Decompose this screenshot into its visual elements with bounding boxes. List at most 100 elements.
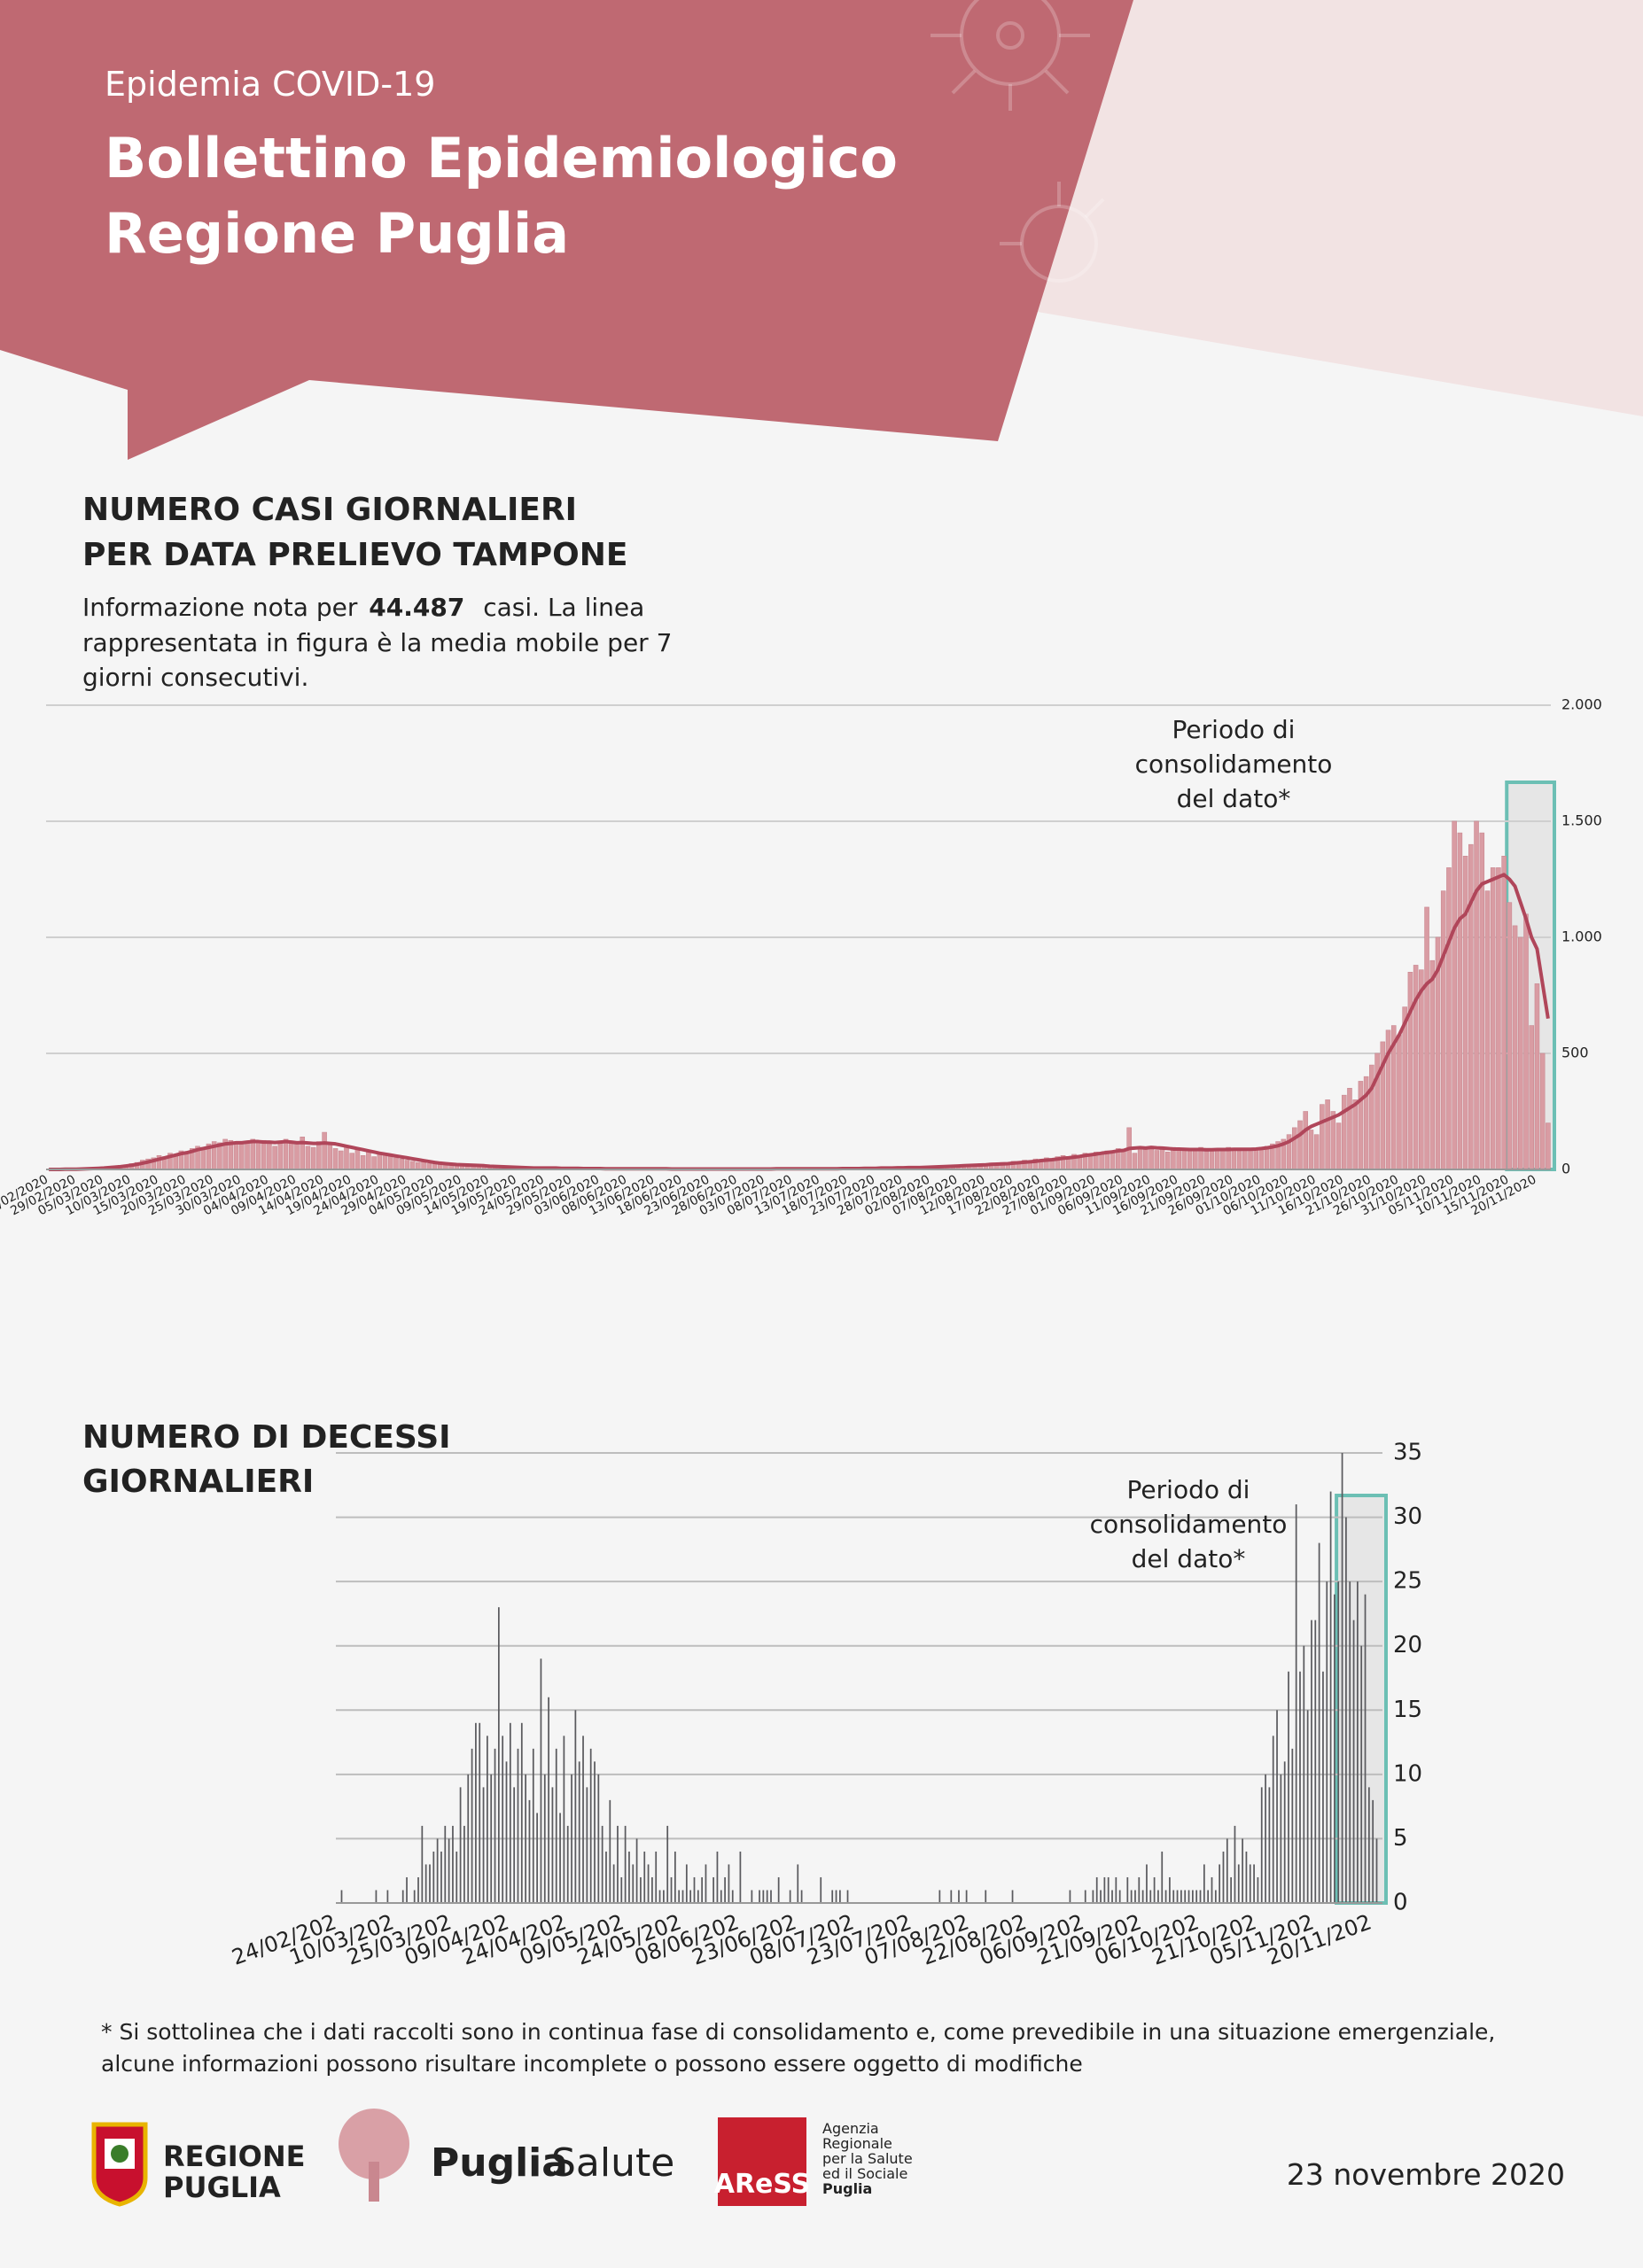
bar <box>1364 1594 1367 1903</box>
logo-text: Regionale <box>822 2135 892 2152</box>
bar <box>985 1890 987 1903</box>
bar <box>517 1748 519 1903</box>
bar <box>1169 1876 1171 1903</box>
bar <box>1303 1111 1309 1170</box>
logo-text: REGIONE <box>163 2140 306 2173</box>
bar <box>310 1146 316 1170</box>
bar <box>605 1851 607 1903</box>
bar <box>1322 1671 1324 1903</box>
y-tick-label: 0 <box>1561 1161 1570 1177</box>
bar <box>505 1761 508 1903</box>
bar <box>467 1774 470 1903</box>
bar <box>288 1141 294 1170</box>
bar <box>1258 1146 1265 1170</box>
bar <box>1154 1150 1160 1170</box>
bar <box>1164 1152 1171 1170</box>
bar <box>1126 1876 1129 1903</box>
bar <box>1341 1094 1347 1170</box>
bar <box>440 1851 442 1903</box>
bar <box>387 1154 393 1170</box>
bar <box>938 1890 941 1903</box>
bar <box>1330 1111 1336 1170</box>
bar <box>643 1851 646 1903</box>
bar <box>316 1141 322 1170</box>
bar <box>393 1157 399 1170</box>
bar <box>1295 1504 1297 1903</box>
bar <box>1424 906 1429 1170</box>
bar <box>1337 1581 1340 1903</box>
bar <box>399 1158 404 1170</box>
bar <box>1496 867 1501 1170</box>
bar <box>267 1143 272 1170</box>
bar <box>701 1876 703 1903</box>
bar <box>1095 1876 1098 1903</box>
bar <box>693 1876 696 1903</box>
chart-title: NUMERO DI DECESSI <box>82 1419 451 1456</box>
bar <box>548 1697 549 1903</box>
bar <box>340 1890 343 1903</box>
bar <box>1159 1148 1165 1170</box>
bar <box>1462 855 1468 1170</box>
bar <box>1349 1581 1351 1903</box>
bar <box>1138 1876 1141 1903</box>
y-tick-label: 2.000 <box>1561 696 1602 713</box>
bar <box>574 1710 577 1903</box>
bar <box>1297 1120 1303 1170</box>
bar <box>1130 1890 1133 1903</box>
bar <box>1288 1671 1289 1903</box>
bar <box>1272 1736 1274 1903</box>
bar <box>578 1761 580 1903</box>
bar <box>344 1146 349 1170</box>
bar <box>555 1748 557 1903</box>
footnote: * Si sottolinea che i dati raccolti sono… <box>101 2019 1495 2045</box>
bar <box>1118 1890 1121 1903</box>
bar <box>1402 1006 1407 1170</box>
bar <box>731 1890 734 1903</box>
annotation: consolidamento <box>1090 1510 1288 1539</box>
bar <box>1280 1774 1282 1903</box>
bar <box>1311 1619 1312 1903</box>
bar <box>436 1838 439 1903</box>
y-tick-label: 25 <box>1393 1568 1422 1595</box>
bar <box>1220 1150 1226 1170</box>
bar <box>1314 1619 1317 1903</box>
description: Informazione nota per 44.487 casi. La li… <box>82 593 644 622</box>
bar <box>1429 959 1436 1170</box>
bar <box>1490 867 1496 1170</box>
bar <box>1222 1851 1225 1903</box>
bar <box>820 1876 822 1903</box>
bar <box>322 1131 327 1170</box>
bar <box>685 1864 688 1903</box>
bar <box>490 1774 493 1903</box>
logo-aress: AReSS Agenzia Regionale per la Salute ed… <box>714 2117 913 2206</box>
bar <box>416 1161 421 1170</box>
bar <box>762 1890 765 1903</box>
bar <box>338 1150 344 1170</box>
bar <box>540 1658 542 1903</box>
bar <box>475 1722 477 1903</box>
bar <box>349 1153 354 1170</box>
bar <box>200 1146 206 1170</box>
bar <box>770 1890 772 1903</box>
annotation: Periodo di <box>1127 1475 1250 1504</box>
bar <box>463 1825 465 1903</box>
bar <box>1367 1787 1370 1903</box>
bar <box>1325 1099 1330 1170</box>
y-tick-label: 15 <box>1393 1697 1422 1723</box>
bar <box>1203 1151 1210 1170</box>
y-tick-label: 30 <box>1393 1503 1422 1530</box>
bar <box>1195 1890 1198 1903</box>
bar <box>1176 1149 1181 1170</box>
bar <box>1226 1838 1228 1903</box>
bar <box>759 1890 760 1903</box>
bar <box>482 1787 485 1903</box>
annotation: del dato* <box>1132 1544 1246 1573</box>
bar <box>421 1825 424 1903</box>
bar <box>617 1825 619 1903</box>
bar <box>628 1851 630 1903</box>
bar <box>1146 1864 1148 1903</box>
bar <box>601 1825 603 1903</box>
bar <box>712 1876 714 1903</box>
logo-puglia-salute: Puglia Salute <box>339 2109 674 2202</box>
chart-title: GIORNALIERI <box>82 1464 314 1500</box>
